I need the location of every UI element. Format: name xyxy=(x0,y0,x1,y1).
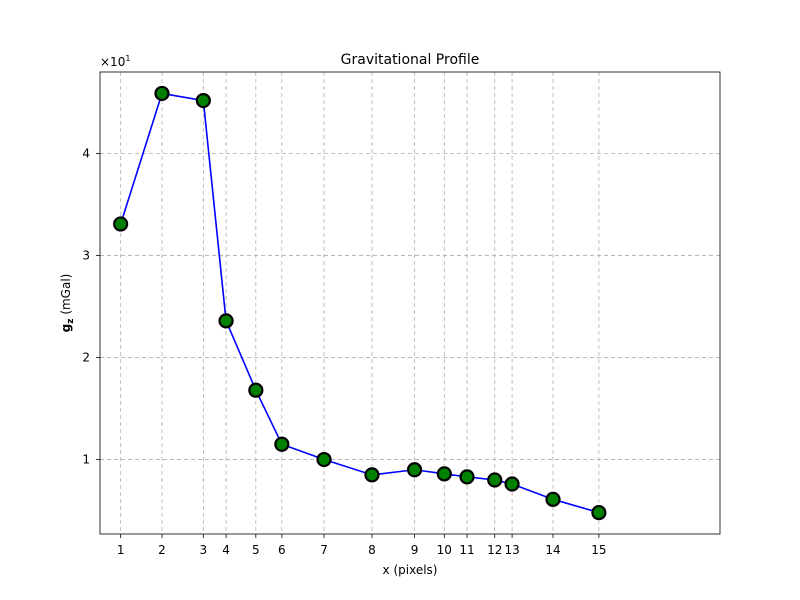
data-point xyxy=(459,469,475,485)
plot-frame xyxy=(99,71,721,535)
x-tick-label: 14 xyxy=(545,543,560,557)
data-point xyxy=(406,462,423,478)
data-point xyxy=(591,504,607,521)
x-tick-label: 7 xyxy=(320,543,328,557)
x-tick-label: 8 xyxy=(368,543,376,557)
y-axis-label-unit: (mGal) xyxy=(59,274,73,319)
x-tick-label: 5 xyxy=(252,543,260,557)
x-tick-label: 2 xyxy=(158,543,166,557)
data-point xyxy=(504,476,520,492)
data-point xyxy=(248,382,264,398)
y-axis-label: gz (mGal) xyxy=(59,274,76,333)
y-axis-multiplier-base: ×10 xyxy=(100,55,125,69)
x-tick-label: 3 xyxy=(200,543,208,557)
x-tick-label: 1 xyxy=(117,543,125,557)
y-tick-label: 3 xyxy=(82,249,90,263)
data-point xyxy=(436,466,452,482)
x-tick-label: 9 xyxy=(411,543,419,557)
chart-title: Gravitational Profile xyxy=(341,52,480,68)
y-axis-label-symbol: g xyxy=(59,324,73,333)
data-point xyxy=(364,467,380,483)
data-point xyxy=(545,491,561,507)
y-tick-label: 1 xyxy=(82,453,90,467)
y-tick-label: 4 xyxy=(82,147,90,161)
x-tick-label: 10 xyxy=(437,543,452,557)
x-tick-label: 13 xyxy=(504,543,519,557)
x-tick-label: 11 xyxy=(459,543,474,557)
y-axis-multiplier-exponent: 1 xyxy=(125,54,130,63)
data-point xyxy=(274,436,290,452)
x-tick-label: 6 xyxy=(278,543,286,557)
y-axis-label-subscript: z xyxy=(66,319,76,324)
data-point xyxy=(316,451,332,468)
data-point xyxy=(218,313,234,329)
y-tick-label: 2 xyxy=(82,351,90,365)
series-layer xyxy=(113,85,607,521)
x-tick-label: 15 xyxy=(591,543,606,557)
data-point xyxy=(113,216,129,232)
x-tick-label: 4 xyxy=(222,543,230,557)
data-point xyxy=(487,472,503,488)
x-axis-label: x (pixels) xyxy=(383,563,438,577)
data-point xyxy=(154,85,170,102)
data-point xyxy=(195,92,211,109)
grid xyxy=(100,72,720,534)
y-axis-multiplier: ×101 xyxy=(100,54,130,69)
x-tick-label: 12 xyxy=(487,543,502,557)
